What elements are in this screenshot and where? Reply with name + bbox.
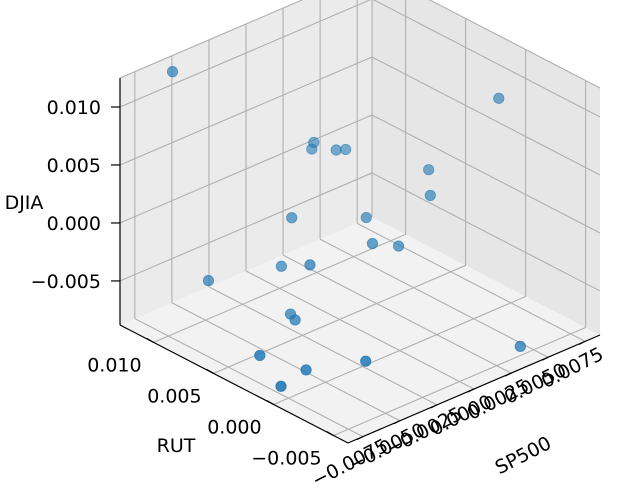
x-tick-4 <box>504 372 512 377</box>
scatter-point-20 <box>360 355 372 367</box>
y-grid-floor-0 <box>333 327 586 437</box>
scatter-point-2 <box>330 144 342 156</box>
scatter-point-16 <box>289 314 301 326</box>
z-grid-wally-3 <box>119 0 372 108</box>
scatter-point-7 <box>286 212 298 224</box>
scatter-point-9 <box>166 66 179 78</box>
y-tick-label-3: 0.010 <box>87 354 141 376</box>
z-grid-wallx-3 <box>372 0 601 118</box>
z-grid-wallx-1 <box>371 114 601 234</box>
scatter-point-10 <box>275 260 287 272</box>
scatter-point-19 <box>300 364 312 376</box>
z-tick-label-0: −0.005 <box>31 271 101 293</box>
x-axis-label: SP500 <box>492 432 555 479</box>
z-grid-wally-2 <box>119 56 373 166</box>
x-grid-floor-3 <box>245 270 475 390</box>
scatter-point-8 <box>360 211 372 224</box>
scatter-point-12 <box>202 275 215 287</box>
z-tick-label-3: 0.010 <box>47 97 101 119</box>
pane-edge-top-y <box>119 0 304 79</box>
x-tick-5 <box>541 356 549 361</box>
y-grid-floor-3 <box>153 233 406 343</box>
scatter-point-18 <box>254 349 266 362</box>
scatter-point-4 <box>423 164 435 176</box>
y-axis-line <box>119 324 349 444</box>
x-tick-6 <box>578 340 586 345</box>
scatter-point-5 <box>493 92 505 104</box>
scatter-point-11 <box>393 240 405 252</box>
scatter-point-0 <box>340 143 352 156</box>
z-grid-wallx-0 <box>371 172 601 292</box>
x-grid-floor-2 <box>208 286 438 406</box>
y-tick-label-1: 0.000 <box>207 416 261 438</box>
x-tick-3 <box>467 388 475 393</box>
y-tick-1 <box>266 399 274 406</box>
y-axis-label: RUT <box>157 435 196 457</box>
z-tick-label-1: 0.000 <box>47 213 101 235</box>
y-tick-2 <box>206 368 214 374</box>
scatter-point-3 <box>306 143 318 155</box>
y-tick-label-2: 0.005 <box>147 385 201 407</box>
y-tick-label-0: −0.005 <box>251 448 321 470</box>
grid-lines <box>119 0 601 438</box>
z-grid-wally-1 <box>119 114 373 224</box>
scatter-point-21 <box>275 380 287 392</box>
y-tick-0 <box>326 431 334 437</box>
pane-edge-top-x <box>428 0 601 89</box>
z-grid-wally-0 <box>119 172 373 282</box>
x-tick-0 <box>356 436 364 441</box>
x-tick-1 <box>393 420 401 425</box>
y-tick-3 <box>146 337 154 343</box>
scatter-point-13 <box>366 237 379 250</box>
scatter-point-17 <box>514 340 526 352</box>
z-axis-label: DJIA <box>5 192 44 214</box>
z-grid-wallx-2 <box>371 56 601 176</box>
y-grid-floor-1 <box>273 295 526 406</box>
x-grid-floor-1 <box>171 302 401 422</box>
x-grid-floor-5 <box>319 238 549 358</box>
x-grid-floor-4 <box>282 254 512 374</box>
data-points <box>166 66 526 392</box>
back-pane-x <box>372 0 600 335</box>
x-tick-2 <box>430 404 438 409</box>
scatter-point-6 <box>424 189 436 202</box>
z-tick-label-2: 0.005 <box>47 155 101 177</box>
x-grid-floor-0 <box>134 318 364 438</box>
scatter-point-15 <box>304 259 316 271</box>
